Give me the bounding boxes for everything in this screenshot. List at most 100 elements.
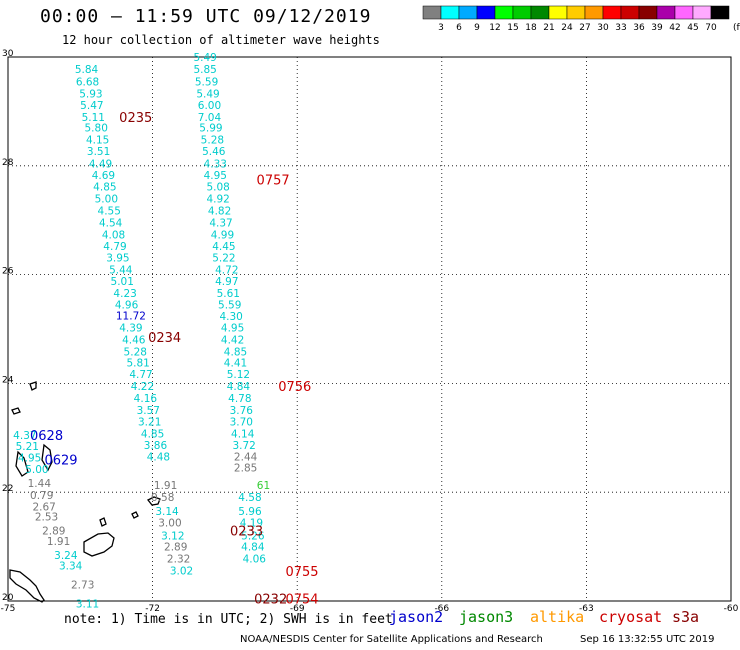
lat-tick-label: 22 <box>2 484 13 494</box>
legend-swatch <box>674 5 694 20</box>
wave-height-value: 3.11 <box>76 599 99 611</box>
legend-swatch <box>440 5 460 20</box>
lon-tick-label: -69 <box>290 604 305 614</box>
legend-tick-label: 27 <box>579 23 590 33</box>
wave-height-value: 4.84 <box>241 542 265 554</box>
satellite-label-jason2: jason2 <box>389 608 444 626</box>
legend-swatch <box>476 5 496 20</box>
wave-height-value: 4.06 <box>243 554 267 566</box>
wave-height-value: 0.79 <box>30 490 53 502</box>
pass-time-label: 0757 <box>257 173 290 188</box>
wave-height-value: 5.93 <box>79 88 102 100</box>
legend-swatch <box>584 5 604 20</box>
wave-height-value: 6.00 <box>198 100 221 112</box>
wave-height-value: 5.85 <box>193 64 216 76</box>
legend-swatch <box>422 5 442 20</box>
wave-height-value: 4.72 <box>215 265 238 277</box>
coastline-islands <box>9 381 161 603</box>
wave-height-value: 2.73 <box>71 580 94 592</box>
wave-height-value: 5.49 <box>193 52 216 64</box>
wave-height-value: 5.81 <box>126 358 149 370</box>
wave-height-value: 4.14 <box>231 428 255 440</box>
wave-height-value: 4.46 <box>122 334 146 346</box>
wave-height-value: 5.84 <box>75 64 99 76</box>
wave-height-value: 5.26 <box>241 531 265 543</box>
wave-height-value: 4.85 <box>224 346 247 358</box>
lon-tick-label: -63 <box>579 604 594 614</box>
satellite-label-s3a: s3a <box>672 608 700 626</box>
legend-swatch <box>656 5 676 20</box>
lat-tick-label: 26 <box>2 267 14 277</box>
wave-height-value: 6.68 <box>76 76 99 88</box>
legend-swatch <box>458 5 478 20</box>
wave-height-value: 4.54 <box>99 217 123 229</box>
pass-time-label: 0754 <box>285 592 318 607</box>
wave-height-value: 4.16 <box>134 393 158 405</box>
wave-height-value: 5.01 <box>111 276 134 288</box>
legend-tick-label: 9 <box>474 23 480 33</box>
wave-height-value: 2.53 <box>35 512 58 524</box>
legend-swatch <box>512 5 532 20</box>
wave-height-value: 4.37 <box>209 217 232 229</box>
legend-tick-label: 36 <box>633 23 645 33</box>
legend-tick-label: 45 <box>687 23 698 33</box>
wave-height-value: 3.86 <box>144 440 168 452</box>
wave-height-value: 5.96 <box>238 506 262 518</box>
legend-swatch <box>494 5 514 20</box>
wave-height-value: 3.95 <box>106 253 129 265</box>
wave-height-value: 2.67 <box>32 501 55 513</box>
pass-time-label: 0756 <box>278 380 311 395</box>
wave-height-value: 5.00 <box>25 464 48 476</box>
legend-tick-label: 12 <box>489 23 500 33</box>
wave-height-value: 4.92 <box>206 193 229 205</box>
wave-height-value: 4.78 <box>228 393 251 405</box>
wave-height-value: 4.55 <box>98 205 121 217</box>
page-subtitle: 12 hour collection of altimeter wave hei… <box>62 33 380 47</box>
wave-height-value: 3.34 <box>59 561 83 573</box>
wave-height-value: 3.14 <box>155 506 179 518</box>
wave-height-value: 3.12 <box>161 531 184 543</box>
wave-height-value: 5.61 <box>217 288 240 300</box>
wave-height-value: 61 <box>257 480 270 492</box>
wave-height-value: 4.77 <box>129 369 152 381</box>
wave-height-value: 5.80 <box>85 123 108 135</box>
lon-tick-label: -75 <box>1 604 16 614</box>
wave-height-value: 4.33 <box>204 159 227 171</box>
bahamas-cays <box>11 381 107 527</box>
wave-height-value: 1.91 <box>154 480 177 492</box>
inagua-island <box>83 532 115 557</box>
pass-time-label: 0628 <box>30 429 63 444</box>
lat-tick-label: 28 <box>2 158 14 168</box>
lat-tick-label: 30 <box>2 49 14 59</box>
legend-swatch <box>566 5 586 20</box>
wave-height-value: 4.69 <box>92 170 115 182</box>
legend-tick-label: 70 <box>705 23 717 33</box>
wave-height-value: 5.59 <box>195 76 218 88</box>
pass-time-label: 0233 <box>230 524 263 539</box>
wave-height-value: 4.84 <box>227 381 251 393</box>
wave-height-value: 5.11 <box>82 112 105 124</box>
legend-swatch <box>620 5 640 20</box>
legend-tick-label: 33 <box>615 23 626 33</box>
generated-timestamp: Sep 16 13:32:55 UTC 2019 <box>580 634 715 645</box>
wave-height-value: 3.51 <box>87 146 110 158</box>
wave-height-value: 5.99 <box>199 123 222 135</box>
wave-height-value: 5.08 <box>206 181 229 193</box>
wave-height-value: 5.49 <box>196 88 219 100</box>
legend-tick-label: 6 <box>456 23 462 33</box>
legend-swatch <box>602 5 622 20</box>
legend-tick-label: 15 <box>507 23 518 33</box>
wave-height-value: 4.82 <box>208 205 231 217</box>
page-title: 00:00 – 11:59 UTC 09/12/2019 <box>40 6 372 27</box>
legend-swatch <box>710 5 730 20</box>
lat-lon-grid: -75 -72 -69 -66 -63 -60 30 28 26 24 22 20 <box>1 49 739 614</box>
wave-height-value: 4.39 <box>119 322 142 334</box>
wave-height-value: 4.99 <box>211 229 234 241</box>
wave-height-value: 5.22 <box>212 253 235 265</box>
pass-time-label: 0235 <box>119 111 152 126</box>
satellite-label-jason3: jason3 <box>459 608 514 626</box>
pass-time-label: 0629 <box>44 454 77 469</box>
units-note: note: 1) Time is in UTC; 2) SWH is in fe… <box>64 612 393 627</box>
wave-height-value: 3.02 <box>170 566 193 578</box>
wave-height-value: 4.23 <box>113 288 136 300</box>
